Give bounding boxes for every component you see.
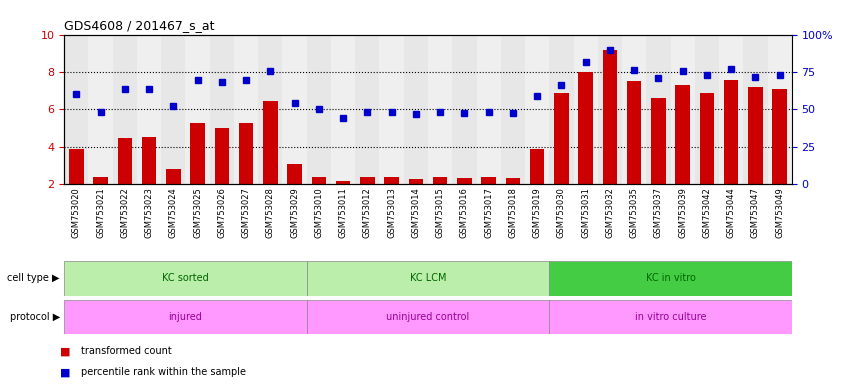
Bar	[137, 35, 161, 184]
Bar	[117, 139, 132, 184]
Text: percentile rank within the sample: percentile rank within the sample	[81, 367, 247, 377]
Bar	[331, 35, 355, 184]
Bar	[355, 35, 379, 184]
Bar	[93, 177, 108, 184]
Bar	[622, 35, 646, 184]
Bar	[282, 35, 306, 184]
Bar	[64, 300, 306, 334]
Bar	[428, 35, 452, 184]
Bar	[113, 35, 137, 184]
Bar	[574, 35, 597, 184]
Bar	[306, 261, 550, 296]
Bar	[597, 35, 622, 184]
Bar	[166, 169, 181, 184]
Text: transformed count: transformed count	[81, 346, 172, 356]
Bar	[404, 35, 428, 184]
Bar	[550, 261, 792, 296]
Text: ■: ■	[60, 367, 70, 377]
Bar	[186, 35, 210, 184]
Bar	[695, 35, 719, 184]
Bar	[142, 137, 157, 184]
Text: protocol ▶: protocol ▶	[9, 312, 60, 322]
Bar	[768, 35, 792, 184]
Bar	[719, 35, 743, 184]
Bar	[433, 177, 448, 184]
Text: GDS4608 / 201467_s_at: GDS4608 / 201467_s_at	[64, 19, 215, 32]
Bar	[724, 80, 739, 184]
Bar	[525, 35, 550, 184]
Bar	[384, 177, 399, 184]
Bar	[743, 35, 768, 184]
Bar	[69, 149, 84, 184]
Text: ■: ■	[60, 346, 70, 356]
Bar	[530, 149, 544, 184]
Bar	[263, 101, 277, 184]
Text: injured: injured	[169, 312, 202, 322]
Bar	[603, 50, 617, 184]
Bar	[670, 35, 695, 184]
Text: cell type ▶: cell type ▶	[8, 273, 60, 283]
Bar	[64, 35, 88, 184]
Bar	[288, 164, 302, 184]
Bar	[550, 300, 792, 334]
Bar	[452, 35, 477, 184]
Bar	[234, 35, 259, 184]
Bar	[675, 85, 690, 184]
Text: in vitro culture: in vitro culture	[635, 312, 706, 322]
Bar	[312, 177, 326, 184]
Bar	[627, 81, 641, 184]
Bar	[579, 72, 593, 184]
Bar	[336, 180, 350, 184]
Bar	[554, 93, 568, 184]
Bar	[306, 35, 331, 184]
Bar	[215, 128, 229, 184]
Bar	[501, 35, 525, 184]
Bar	[190, 122, 205, 184]
Bar	[772, 89, 787, 184]
Bar	[408, 179, 423, 184]
Bar	[379, 35, 404, 184]
Bar	[259, 35, 282, 184]
Text: KC sorted: KC sorted	[162, 273, 209, 283]
Bar	[64, 261, 306, 296]
Bar	[477, 35, 501, 184]
Text: KC in vitro: KC in vitro	[645, 273, 695, 283]
Bar	[748, 87, 763, 184]
Text: KC LCM: KC LCM	[410, 273, 446, 283]
Bar	[699, 93, 714, 184]
Bar	[210, 35, 234, 184]
Bar	[88, 35, 113, 184]
Bar	[457, 178, 472, 184]
Text: uninjured control: uninjured control	[386, 312, 470, 322]
Bar	[481, 177, 496, 184]
Bar	[239, 122, 253, 184]
Bar	[646, 35, 670, 184]
Bar	[161, 35, 186, 184]
Bar	[651, 98, 666, 184]
Bar	[550, 35, 574, 184]
Bar	[360, 177, 375, 184]
Bar	[306, 300, 550, 334]
Bar	[506, 178, 520, 184]
